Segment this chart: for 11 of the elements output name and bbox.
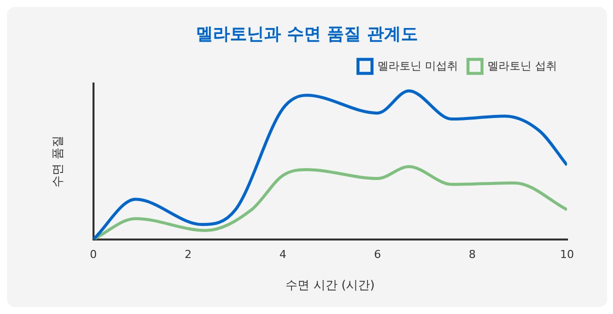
x-tick-label: 6 xyxy=(374,248,382,261)
chart-title: 멜라토닌과 수면 품질 관계도 xyxy=(196,24,418,45)
x-tick-label: 4 xyxy=(279,248,286,261)
x-tick-label: 0 xyxy=(90,248,97,261)
y-axis-title: 수면 품질 xyxy=(50,135,64,188)
x-tick-label: 10 xyxy=(560,248,574,261)
legend-label: 멜라토닌 섭취 xyxy=(488,59,558,72)
x-tick-label: 2 xyxy=(184,248,192,261)
x-tick-label: 8 xyxy=(468,248,476,261)
x-axis-title: 수면 시간 (시간) xyxy=(286,278,375,292)
legend-label: 멜라토닌 미섭취 xyxy=(378,59,458,72)
